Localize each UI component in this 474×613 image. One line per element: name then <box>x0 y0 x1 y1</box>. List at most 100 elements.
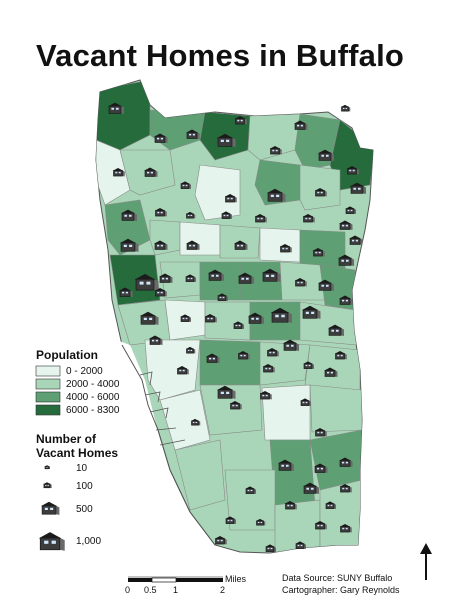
vacant-home-symbol <box>234 115 247 125</box>
vacant-home-symbol <box>279 243 292 253</box>
vacant-home-symbol <box>186 129 200 139</box>
north-arrow-icon <box>420 543 432 580</box>
vacant-home-symbol <box>318 279 334 291</box>
vacant-home-symbol <box>314 427 327 437</box>
vacant-legend-title-line1: Number of <box>36 432 96 446</box>
scale-tick-0-5: 0.5 <box>144 585 157 595</box>
vacant-home-symbol <box>301 305 321 319</box>
cartographer-credit: Cartographer: Gary Reynolds <box>282 585 400 595</box>
vacant-home-symbol <box>149 335 163 345</box>
vacant-home-symbol <box>234 240 248 250</box>
vacant-home-symbol <box>216 133 236 147</box>
vacant-home-symbol <box>300 398 311 406</box>
vacant-home-symbol <box>266 188 286 202</box>
vacant-home-symbol <box>314 463 328 473</box>
vacant-home-symbol <box>154 207 167 217</box>
vacant-home-symbol <box>134 273 159 291</box>
vacant-legend-title-line2: Vacant Homes <box>36 446 119 460</box>
vacant-home-symbol <box>259 390 272 400</box>
vacant-home-symbol <box>334 350 347 360</box>
vacant-home-symbol <box>283 339 299 351</box>
map-title: Vacant Homes in Buffalo <box>36 38 405 73</box>
vacant-home-symbol <box>159 273 173 283</box>
vacant-home-symbol <box>270 307 292 323</box>
vacant-home-symbol <box>225 516 236 524</box>
scale-unit: Miles <box>225 574 247 584</box>
vacant-home-symbol <box>312 247 325 257</box>
vacant-legend-symbol-500 <box>40 501 60 515</box>
vacant-home-symbol <box>139 311 159 325</box>
legend-swatch-0-2000 <box>35 365 61 377</box>
vacant-home-symbol <box>339 220 353 230</box>
vacant-home-symbol <box>237 350 250 360</box>
vacant-home-symbol <box>328 324 344 336</box>
harbor-piers <box>139 371 186 446</box>
vacant-home-symbol <box>119 287 133 297</box>
legend-label-6000-8300: 6000 - 8300 <box>66 405 120 416</box>
vacant-home-symbol <box>233 321 244 329</box>
vacant-home-symbol <box>339 483 352 493</box>
vacant-legend-symbol-1000 <box>38 532 65 551</box>
vacant-home-symbol <box>278 459 294 471</box>
vacant-home-symbol <box>340 104 351 112</box>
vacant-home-symbol <box>214 535 227 545</box>
scale-tick-0: 0 <box>125 585 131 595</box>
scale-bar <box>128 576 223 583</box>
vacant-home-symbol <box>248 312 264 324</box>
vacant-home-symbol <box>284 500 297 510</box>
vacant-home-symbol <box>204 313 217 323</box>
vacant-home-symbol <box>314 187 327 197</box>
vacant-home-symbol <box>345 206 356 214</box>
lake-erie <box>90 330 215 560</box>
legend-label-0-2000: 0 - 2000 <box>66 366 103 377</box>
vacant-home-symbol <box>302 213 315 223</box>
vacant-home-symbol <box>349 235 363 245</box>
vacant-home-symbol <box>346 165 359 175</box>
vacant-home-symbol <box>350 182 366 194</box>
vacant-home-symbol <box>294 120 308 130</box>
scale-tick-1: 1 <box>173 585 179 595</box>
vacant-home-symbol <box>185 346 196 354</box>
vacant-home-symbol <box>269 145 282 155</box>
vacant-home-symbol <box>303 361 314 369</box>
vacant-home-symbol <box>295 541 306 549</box>
vacant-home-symbol <box>339 295 353 305</box>
vacant-home-symbol <box>108 102 124 114</box>
population-legend-title: Population <box>36 348 98 362</box>
legend-swatch-4000-6000 <box>35 391 61 403</box>
vacant-home-symbol <box>224 193 237 203</box>
vacant-home-symbol <box>245 486 256 494</box>
vacant-home-symbol <box>206 353 220 363</box>
vacant-home-symbol <box>262 363 275 373</box>
vacant-home-symbol <box>180 181 191 189</box>
vacant-home-symbol <box>314 520 327 530</box>
vacant-home-symbol <box>216 385 236 399</box>
vacant-home-symbol <box>303 482 319 494</box>
legend-label-2000-4000: 2000 - 4000 <box>66 379 120 390</box>
vacant-legend-label-1000: 1,000 <box>76 536 102 547</box>
vacant-homes-legend <box>38 465 65 551</box>
vacant-legend-label-500: 500 <box>76 504 93 515</box>
vacant-legend-label-10: 10 <box>76 463 88 474</box>
vacant-home-symbol <box>339 523 352 533</box>
vacant-home-symbol <box>254 213 267 223</box>
vacant-home-symbol <box>324 367 338 377</box>
vacant-home-symbol <box>176 365 189 375</box>
legend-label-4000-6000: 4000 - 6000 <box>66 392 120 403</box>
vacant-home-symbol <box>121 209 137 221</box>
vacant-home-symbol <box>144 167 158 177</box>
vacant-home-symbol <box>154 240 168 250</box>
vacant-home-symbol <box>338 254 354 266</box>
vacant-home-symbol <box>318 149 334 161</box>
vacant-home-symbol <box>186 240 200 250</box>
vacant-home-symbol <box>229 400 242 410</box>
vacant-legend-label-100: 100 <box>76 481 93 492</box>
scale-tick-2: 2 <box>220 585 226 595</box>
vacant-home-symbol <box>238 272 254 284</box>
vacant-home-symbols <box>108 102 366 552</box>
vacant-home-symbol <box>119 238 139 252</box>
vacant-home-symbol <box>217 293 228 301</box>
vacant-home-symbol <box>185 211 196 219</box>
vacant-legend-symbol-10 <box>44 465 50 470</box>
